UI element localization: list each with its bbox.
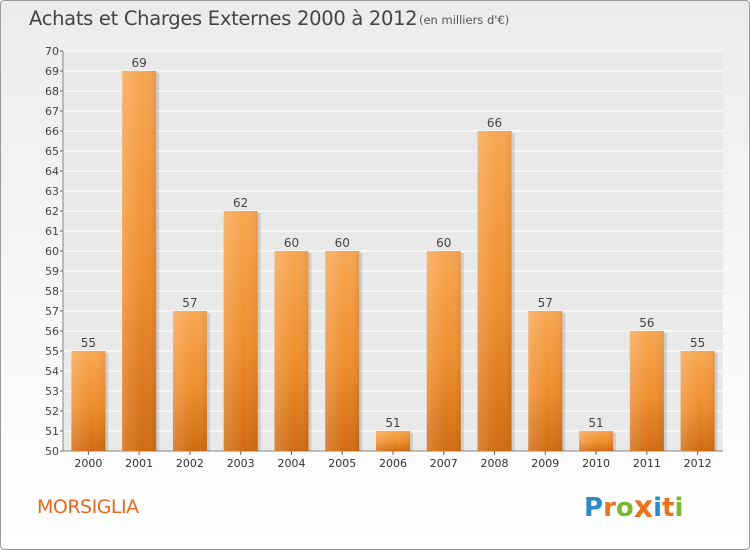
logo-letter: o: [615, 493, 634, 523]
x-tick-label: 2009: [531, 457, 559, 470]
y-tick-label: 68: [45, 85, 59, 98]
y-tick-label: 60: [45, 245, 59, 258]
data-label: 56: [639, 316, 654, 330]
y-tick-label: 53: [45, 385, 59, 398]
x-tick-label: 2000: [74, 457, 102, 470]
chart-title: Achats et Charges Externes 2000 à 2012: [29, 7, 418, 30]
bar-highlight: [426, 251, 461, 451]
logo-letter: i: [674, 493, 684, 523]
x-tick-label: 2007: [430, 457, 458, 470]
bar-highlight: [71, 351, 106, 451]
data-label: 57: [182, 296, 197, 310]
x-tick-label: 2008: [481, 457, 509, 470]
y-tick-label: 66: [45, 125, 59, 138]
bar-highlight: [223, 211, 258, 451]
data-label: 55: [690, 336, 705, 350]
y-tick-label: 70: [45, 45, 59, 58]
bar-highlight: [172, 311, 207, 451]
logo-letter: t: [662, 493, 675, 523]
bar-highlight: [376, 431, 410, 451]
y-tick-label: 62: [45, 205, 59, 218]
y-tick-label: 51: [45, 425, 59, 438]
bar-highlight: [680, 351, 715, 451]
x-tick-label: 2001: [125, 457, 153, 470]
x-tick-label: 2002: [176, 457, 204, 470]
y-tick-label: 65: [45, 145, 59, 158]
x-tick-label: 2012: [684, 457, 712, 470]
bar-highlight: [528, 311, 563, 451]
y-tick-label: 69: [45, 65, 59, 78]
x-tick-label: 2011: [633, 457, 661, 470]
logo-letter: i: [653, 493, 663, 523]
x-tick-label: 2003: [227, 457, 255, 470]
chart-subtitle: (en milliers d'€): [419, 13, 510, 27]
y-tick-label: 55: [45, 345, 59, 358]
y-tick-label: 52: [45, 405, 59, 418]
x-tick-label: 2005: [328, 457, 356, 470]
logo-letter: P: [584, 493, 604, 523]
y-tick-label: 59: [45, 265, 59, 278]
y-tick-label: 67: [45, 105, 59, 118]
data-label: 60: [284, 236, 299, 250]
logo-letter: r: [603, 493, 616, 523]
data-label: 57: [538, 296, 553, 310]
bar-highlight: [122, 71, 157, 451]
y-tick-label: 56: [45, 325, 59, 338]
data-label: 60: [436, 236, 451, 250]
y-tick-label: 63: [45, 185, 59, 198]
data-label: 66: [487, 116, 502, 130]
commune-name: MORSIGLIA: [37, 496, 139, 518]
bar-highlight: [477, 131, 512, 451]
y-tick-label: 57: [45, 305, 59, 318]
data-label: 55: [81, 336, 96, 350]
data-label: 60: [335, 236, 350, 250]
x-tick-label: 2006: [379, 457, 407, 470]
y-tick-label: 58: [45, 285, 59, 298]
logo-letter: x: [633, 490, 654, 525]
bar-highlight: [274, 251, 309, 451]
data-label: 51: [588, 416, 603, 430]
data-label: 69: [132, 56, 147, 70]
data-label: 62: [233, 196, 248, 210]
proxiti-logo: Proxiti: [584, 489, 684, 525]
bar-highlight: [579, 431, 614, 451]
y-tick-label: 50: [45, 445, 59, 458]
y-tick-label: 61: [45, 225, 59, 238]
x-tick-label: 2004: [277, 457, 305, 470]
x-tick-label: 2010: [582, 457, 610, 470]
y-tick-label: 64: [45, 165, 59, 178]
data-label: 51: [385, 416, 400, 430]
bar-highlight: [325, 251, 360, 451]
y-tick-label: 54: [45, 365, 59, 378]
bar-highlight: [629, 331, 664, 451]
